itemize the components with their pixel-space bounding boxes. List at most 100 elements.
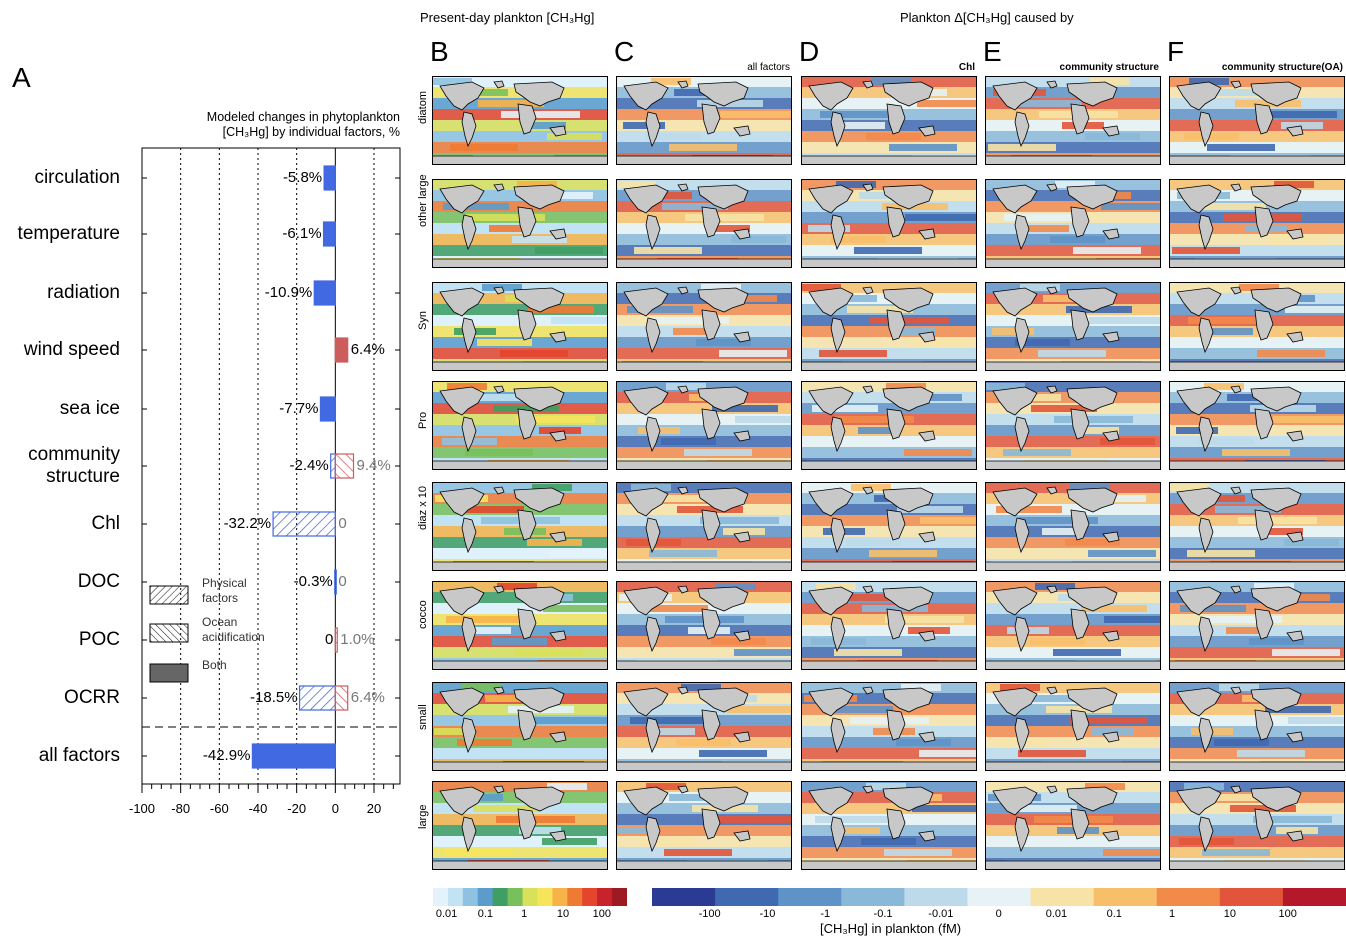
map-e-cocco <box>985 581 1161 670</box>
cb1-swatch <box>433 888 449 906</box>
map-d-small <box>801 682 977 771</box>
cb2-swatch <box>1219 888 1284 906</box>
cb1-swatch <box>567 888 583 906</box>
map-b-pro <box>432 381 608 470</box>
map-c-cocco <box>616 581 792 670</box>
header-delta: Plankton Δ[CH₃Hg] caused by <box>900 10 1074 25</box>
colorbar-present <box>433 888 627 906</box>
row-label-diaz-x-10: diaz x 10 <box>417 485 429 530</box>
value-label-physical-community-structure: -2.4% <box>289 457 329 474</box>
colorbar-delta-tick: -10 <box>759 908 776 920</box>
cb2-swatch <box>1282 888 1346 906</box>
colorbar-present-tick: 0.1 <box>477 908 494 920</box>
bar-both-temperature <box>322 221 336 247</box>
value-label-ocean-acid-ocrr: 6.4% <box>350 689 385 706</box>
factor-label-doc: DOC <box>77 571 120 592</box>
map-d-other-large <box>801 179 977 268</box>
colorbar-delta-tick: 10 <box>1223 908 1237 920</box>
map-f-diatom <box>1169 76 1345 165</box>
colorbar-delta <box>652 888 1346 906</box>
cb1-swatch <box>537 888 553 906</box>
value-label-physical-poc: 0 <box>325 631 334 648</box>
map-e-small <box>985 682 1161 771</box>
value-label-ocean-acid-poc: 1.0% <box>340 631 375 648</box>
map-d-diaz-x-10 <box>801 482 977 571</box>
colorbar-delta-tick: 0.01 <box>1045 908 1068 920</box>
map-b-small <box>432 682 608 771</box>
bar-physical-chl <box>272 511 336 537</box>
cb2-swatch <box>1030 888 1095 906</box>
cb2-swatch <box>904 888 968 906</box>
cb2-swatch <box>841 888 905 906</box>
axis-tick-label--100: -100 <box>128 801 156 816</box>
cb1-swatch <box>462 888 479 906</box>
colorbar-delta-tick: 0 <box>995 908 1002 920</box>
map-c-other-large <box>616 179 792 268</box>
map-c-diatom <box>616 76 792 165</box>
panel-subtitle-c: all factors <box>747 62 790 73</box>
row-label-pro: Pro <box>417 411 429 429</box>
map-b-large <box>432 781 608 870</box>
bar-physical-doc <box>334 569 337 595</box>
value-label-both-temperature: -6.1% <box>282 225 322 242</box>
map-d-pro <box>801 381 977 470</box>
row-label-small: small <box>417 704 429 730</box>
colorbar-delta-tick: 100 <box>1278 908 1297 920</box>
map-b-diatom <box>432 76 608 165</box>
value-label-physical-chl: -32.2% <box>223 515 272 532</box>
row-label-cocco: cocco <box>417 600 429 629</box>
bar-physical-ocrr <box>298 685 336 711</box>
map-f-diaz-x-10 <box>1169 482 1345 571</box>
map-e-diaz-x-10 <box>985 482 1161 571</box>
value-label-ocean-acid-chl: 0 <box>338 515 347 532</box>
bar-both-circulation <box>323 165 336 191</box>
cb2-swatch <box>778 888 842 906</box>
factor-label-sea-ice: sea ice <box>59 398 120 419</box>
factor-label-temperature: temperature <box>17 223 120 244</box>
colorbar-delta-tick: -100 <box>698 908 721 920</box>
map-e-diatom <box>985 76 1161 165</box>
panel-subtitle-f: community structure(OA) <box>1221 62 1343 73</box>
factor-label-poc: POC <box>78 629 120 650</box>
row-label-other-large: other large <box>417 174 429 227</box>
cb1-swatch <box>582 888 598 906</box>
bar-both-sea-ice <box>319 396 336 422</box>
cb2-swatch <box>1156 888 1221 906</box>
map-c-syn <box>616 282 792 371</box>
factor-label-circulation: circulation <box>34 167 120 188</box>
colorbar-delta-tick: 1 <box>1169 908 1176 920</box>
legend-swatches <box>149 585 189 683</box>
map-b-other-large <box>432 179 608 268</box>
colorbar-delta-label: [CH₃Hg] in plankton (fM) <box>820 921 962 936</box>
panel-a-title: Modeled changes in phytoplankton [CH₃Hg]… <box>130 110 400 140</box>
colorbar-present-tick: 10 <box>556 908 570 920</box>
legend-swatch-ocean-acid <box>149 623 189 643</box>
legend-swatch-physical <box>149 585 189 605</box>
row-label-large: large <box>417 804 429 829</box>
map-e-other-large <box>985 179 1161 268</box>
value-label-both-wind-speed: 6.4% <box>350 341 385 358</box>
map-c-pro <box>616 381 792 470</box>
colorbar-present-tick: 0.01 <box>435 908 458 920</box>
cb1-swatch <box>507 888 524 906</box>
bar-ocean-acid-poc <box>334 627 338 653</box>
panel-letter-e: E <box>983 36 1002 67</box>
row-label-syn: Syn <box>417 311 429 330</box>
legend-label-ocean-acid: Ocean acidification <box>202 615 265 644</box>
map-e-large <box>985 781 1161 870</box>
colorbar-present-tick: 100 <box>592 908 611 920</box>
map-f-syn <box>1169 282 1345 371</box>
axis-tick-label--80: -80 <box>171 801 191 816</box>
value-label-physical-doc: -0.3% <box>293 573 333 590</box>
map-d-cocco <box>801 581 977 670</box>
panel-a-title-line1: Modeled changes in phytoplankton <box>206 110 400 124</box>
bar-physical-community-structure <box>330 453 336 479</box>
map-d-large <box>801 781 977 870</box>
cb1-swatch <box>597 888 613 906</box>
value-label-both-radiation: -10.9% <box>264 284 313 301</box>
cb1-swatch <box>552 888 568 906</box>
bar-both-wind-speed <box>334 337 349 363</box>
map-b-cocco <box>432 581 608 670</box>
map-f-other-large <box>1169 179 1345 268</box>
panel-letter-c: C <box>614 36 635 67</box>
